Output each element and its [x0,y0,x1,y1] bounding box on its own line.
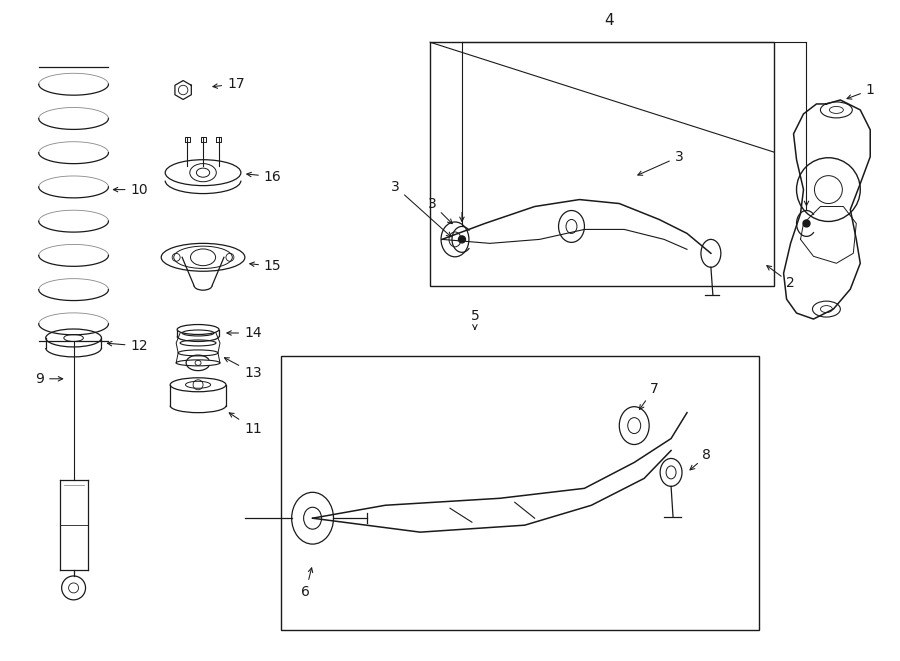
Text: 7: 7 [640,382,659,409]
Text: 13: 13 [224,358,262,380]
Text: 5: 5 [471,309,480,329]
Circle shape [803,220,810,227]
Text: 1: 1 [847,83,875,99]
Text: 4: 4 [605,13,614,28]
Bar [430,42,774,286]
Text: 11: 11 [230,413,262,436]
Text: 15: 15 [250,259,282,273]
Text: 12: 12 [107,339,148,353]
Text: 10: 10 [113,182,148,196]
Text: 8: 8 [690,448,711,470]
Text: 3: 3 [428,196,452,223]
Text: 9: 9 [35,371,63,386]
Text: 3: 3 [638,150,683,175]
Text: 16: 16 [247,170,282,184]
Circle shape [458,236,465,243]
Text: 3: 3 [391,180,451,237]
Text: 6: 6 [302,568,312,599]
Text: 14: 14 [227,326,262,340]
Text: 17: 17 [213,77,245,91]
Bar [281,356,759,630]
Text: 2: 2 [767,266,795,290]
